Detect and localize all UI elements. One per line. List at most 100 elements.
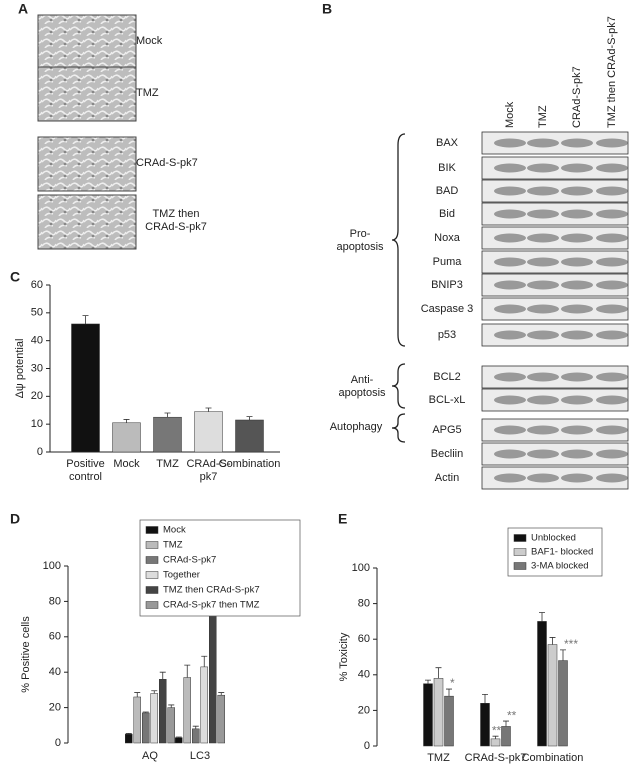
legend-swatch bbox=[513, 534, 527, 542]
error-bar bbox=[168, 704, 175, 708]
protein-label: BIK bbox=[438, 162, 456, 174]
error-bar bbox=[246, 416, 253, 420]
x-tick-label: Combination bbox=[521, 752, 584, 765]
group-label: Pro-apoptosis bbox=[330, 228, 390, 254]
significance: ** bbox=[507, 708, 517, 722]
y-tick-label: 100 bbox=[43, 560, 61, 572]
x-tick-label: TMZ bbox=[144, 458, 191, 471]
group-label-text: Pro-apoptosis bbox=[336, 228, 384, 253]
bar bbox=[501, 726, 511, 747]
error-bar bbox=[134, 692, 141, 697]
blot-band bbox=[596, 163, 628, 173]
blot-band bbox=[527, 304, 559, 314]
blot-band bbox=[527, 425, 559, 435]
y-tick-label: 40 bbox=[31, 335, 43, 347]
blot-band bbox=[527, 449, 559, 459]
protein-label: Noxa bbox=[434, 232, 461, 244]
blot-band bbox=[527, 138, 559, 148]
y-tick-label: 10 bbox=[31, 418, 43, 430]
blot-band bbox=[561, 449, 593, 459]
error-bar bbox=[159, 671, 166, 680]
y-axis-label: % Toxicity bbox=[338, 632, 350, 681]
bar bbox=[142, 712, 150, 744]
protein-label: p53 bbox=[438, 329, 456, 341]
legend-label: BAF1- blocked bbox=[531, 547, 593, 558]
y-tick-label: 60 bbox=[49, 631, 61, 643]
blot-band bbox=[561, 257, 593, 267]
legend-swatch bbox=[145, 586, 159, 594]
blot-band bbox=[561, 138, 593, 148]
y-tick-label: 60 bbox=[358, 633, 370, 645]
blot-band bbox=[596, 186, 628, 196]
x-tick-label: Combination bbox=[219, 458, 281, 471]
bar bbox=[125, 733, 133, 744]
image-label: TMZ then CRAd-S-pk7 bbox=[136, 208, 216, 234]
x-tick-label: Positive control bbox=[62, 458, 109, 484]
x-tick-label-text: Combination bbox=[218, 458, 281, 470]
x-tick-label-text: Combination bbox=[521, 752, 584, 764]
legend-label: TMZ then CRAd-S-pk7 bbox=[163, 585, 260, 596]
error-bar bbox=[82, 315, 89, 324]
blot-band bbox=[494, 330, 526, 340]
micrograph bbox=[37, 194, 137, 250]
protein-label: BCL-xL bbox=[429, 394, 466, 406]
x-tick-label: Mock bbox=[103, 458, 150, 471]
group-label-text: Autophagy bbox=[329, 421, 383, 433]
blot-band bbox=[596, 330, 628, 340]
x-tick-label: CRAd-S-pk7 bbox=[185, 458, 232, 484]
x-tick-label-text: TMZ bbox=[427, 752, 450, 764]
y-tick-label: 80 bbox=[49, 595, 61, 607]
blot-band bbox=[527, 330, 559, 340]
x-tick-label-text: Mock bbox=[113, 458, 140, 470]
blot-band bbox=[494, 449, 526, 459]
legend-label: CRAd-S-pk7 bbox=[163, 555, 216, 566]
panel-letter: E bbox=[338, 511, 347, 527]
blot-band bbox=[494, 425, 526, 435]
error-bar bbox=[482, 693, 488, 704]
bar bbox=[444, 695, 454, 747]
error-bar bbox=[123, 419, 130, 423]
error-bar bbox=[175, 736, 182, 738]
blot-band bbox=[494, 473, 526, 483]
legend-swatch bbox=[145, 541, 159, 549]
blot-band bbox=[494, 304, 526, 314]
blot-band bbox=[527, 473, 559, 483]
bar bbox=[112, 422, 141, 453]
protein-label: APG5 bbox=[432, 424, 461, 436]
group-label: Anti-apoptosis bbox=[332, 374, 392, 400]
bar bbox=[183, 677, 191, 744]
x-tick-label: LC3 bbox=[172, 750, 228, 763]
blot-band bbox=[527, 163, 559, 173]
lane-label: TMZ then CRAd-S-pk7 bbox=[606, 16, 618, 128]
y-tick-label: 20 bbox=[49, 702, 61, 714]
error-bar bbox=[142, 711, 149, 713]
legend-swatch bbox=[145, 601, 159, 609]
bar bbox=[537, 621, 547, 747]
blot-band bbox=[494, 186, 526, 196]
brace bbox=[391, 363, 406, 409]
error-bar bbox=[539, 612, 545, 622]
bar bbox=[159, 679, 167, 744]
panel-letter: D bbox=[10, 511, 20, 527]
legend-swatch bbox=[145, 556, 159, 564]
x-tick-label: TMZ bbox=[407, 752, 470, 765]
blot-band bbox=[596, 449, 628, 459]
error-bar bbox=[560, 649, 566, 661]
image-label-text: Mock bbox=[136, 35, 163, 47]
micrograph bbox=[37, 136, 137, 192]
blot-band bbox=[527, 233, 559, 243]
panel-letter: A bbox=[18, 1, 28, 17]
significance: ** bbox=[492, 723, 502, 737]
x-tick-label-text: CRAd-S-pk7 bbox=[464, 752, 527, 764]
x-tick-label-text: LC3 bbox=[189, 750, 211, 762]
y-tick-label: 40 bbox=[358, 669, 370, 681]
y-tick-label: 0 bbox=[364, 740, 370, 752]
legend-label: Unblocked bbox=[531, 533, 576, 544]
legend-box bbox=[139, 519, 301, 617]
legend-label: Mock bbox=[163, 525, 186, 536]
x-tick-label: AQ bbox=[122, 750, 178, 763]
bar bbox=[433, 678, 444, 747]
y-tick-label: 40 bbox=[49, 666, 61, 678]
blot-band bbox=[494, 233, 526, 243]
bar bbox=[153, 416, 182, 453]
